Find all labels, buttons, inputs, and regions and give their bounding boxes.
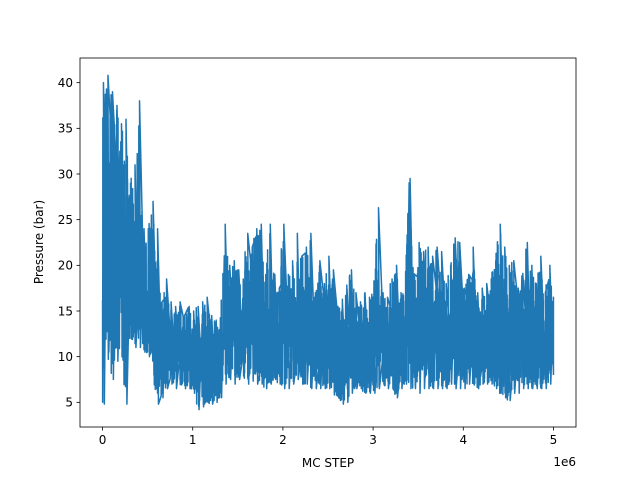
x-tick-label: 3 [369,433,377,447]
plot-frame [79,57,577,428]
y-tick-label: 25 [58,213,73,227]
y-axis-label: Pressure (bar) [32,200,46,284]
y-tick-label: 15 [58,304,73,318]
y-tick-label: 35 [58,122,73,136]
x-axis-offset-text: 1e6 [553,455,576,469]
y-tick-label: 30 [58,167,73,181]
y-tick-label: 20 [58,259,73,273]
y-tick-label: 40 [58,76,73,90]
x-tick-label: 2 [279,433,287,447]
series-line-0 [101,74,555,411]
x-tick-label: 4 [459,433,467,447]
x-axis-label: MC STEP [302,456,354,470]
axes-layer: 0 1 2 3 4 5 5 10 15 20 25 30 35 40 [58,57,577,447]
y-tick-label: 5 [65,396,73,410]
x-tick-label: 5 [550,433,558,447]
x-tick-label: 1 [189,433,197,447]
x-tick-label: 0 [99,433,107,447]
series-layer [101,74,555,411]
y-tick-label: 10 [58,350,73,364]
